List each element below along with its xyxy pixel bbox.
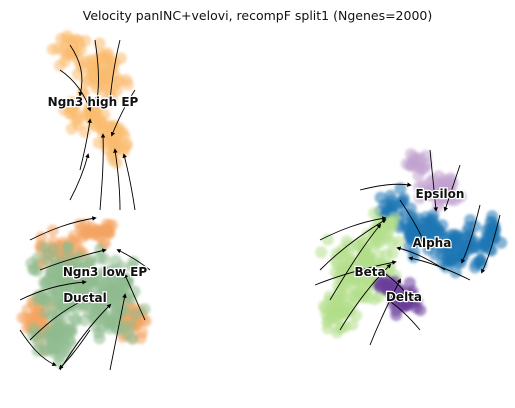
data-point (59, 55, 71, 67)
data-point (486, 210, 498, 222)
cluster-label-ductal: Ductal (63, 291, 107, 305)
data-point (94, 332, 106, 344)
data-point (47, 43, 59, 55)
data-point (48, 330, 60, 342)
data-point (495, 237, 507, 249)
cluster-label-ngn3-high-ep: Ngn3 high EP (48, 95, 139, 109)
cluster-label-delta: Delta (386, 290, 422, 304)
data-point (470, 257, 482, 269)
data-point (22, 304, 34, 316)
data-point (479, 239, 491, 251)
data-point (352, 238, 364, 250)
data-point (46, 342, 58, 354)
data-point (101, 47, 113, 59)
data-point (420, 211, 432, 223)
data-point (455, 257, 467, 269)
data-point (346, 319, 358, 331)
velocity-streamline (70, 155, 88, 200)
data-point (334, 323, 346, 335)
data-point (127, 333, 139, 345)
cluster-label-beta: Beta (354, 265, 385, 279)
data-point (25, 257, 37, 269)
data-point (315, 246, 327, 258)
data-point (385, 190, 397, 202)
cluster-label-alpha: Alpha (413, 236, 452, 250)
data-point (98, 253, 110, 265)
data-point (384, 218, 396, 230)
data-point (107, 143, 119, 155)
data-point (30, 329, 42, 341)
data-point (47, 225, 59, 237)
data-point (83, 224, 95, 236)
data-point (349, 289, 361, 301)
data-point (468, 242, 480, 254)
data-point (341, 261, 353, 273)
data-point (429, 249, 441, 261)
data-point (368, 207, 380, 219)
data-point (451, 230, 463, 242)
data-point (103, 280, 115, 292)
data-point (32, 290, 44, 302)
data-point (362, 252, 374, 264)
data-point (322, 234, 334, 246)
data-point (79, 314, 91, 326)
data-point (75, 44, 87, 56)
cluster-label-epsilon: Epsilon (416, 187, 465, 201)
data-point (335, 289, 347, 301)
data-point (320, 308, 332, 320)
data-point (89, 78, 101, 90)
data-point (102, 70, 114, 82)
data-point (387, 247, 399, 259)
data-point (38, 241, 50, 253)
data-point (330, 301, 342, 313)
velocity-streamline (124, 155, 135, 210)
data-point (409, 151, 421, 163)
data-point (412, 170, 424, 182)
data-point (125, 320, 137, 332)
data-point (464, 229, 476, 241)
data-point (61, 30, 73, 42)
data-point (414, 304, 426, 316)
data-point (114, 74, 126, 86)
cluster-label-ngn3-low-ep: Ngn3 low EP (63, 265, 148, 279)
data-point (373, 249, 385, 261)
data-point (99, 224, 111, 236)
data-point (99, 314, 111, 326)
